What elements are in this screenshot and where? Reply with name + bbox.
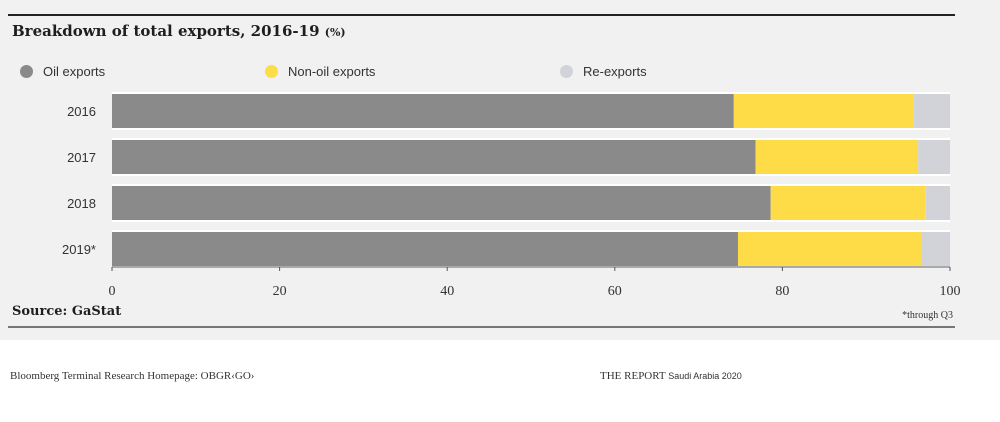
x-tick-label: 40 — [440, 284, 454, 299]
bar-2017-re-exports — [918, 140, 950, 174]
bar-2016-oil-exports — [112, 94, 734, 128]
bar-2019-oil-exports — [112, 232, 738, 266]
stacked-bar-chart: 2016 2017 2018 2019* 0 20 40 60 80 100 — [62, 92, 961, 299]
bar-2016-non-oil-exports — [733, 94, 914, 128]
chart-title-text: Breakdown of total exports, 2016-19 — [12, 22, 320, 40]
chart-title: Breakdown of total exports, 2016-19 (%) — [12, 22, 346, 40]
bar-2018-re-exports — [925, 186, 950, 220]
footnote: *through Q3 — [902, 310, 953, 321]
legend-oil-exports: Oil exports — [20, 64, 105, 79]
x-tick-label: 80 — [775, 284, 789, 299]
legend-non-oil-swatch — [265, 65, 278, 78]
legend-non-oil-label: Non-oil exports — [288, 64, 376, 79]
footer-report-edition: Saudi Arabia 2020 — [668, 371, 742, 381]
bar-2018-oil-exports — [112, 186, 771, 220]
legend-non-oil-exports: Non-oil exports — [265, 64, 375, 79]
x-tick-label: 100 — [940, 284, 961, 299]
category-label: 2019* — [62, 242, 96, 257]
bar-2016-re-exports — [913, 94, 950, 128]
source-note: Source: GaStat — [12, 304, 122, 319]
footer-bloomberg: Bloomberg Terminal Research Homepage: OB… — [10, 370, 255, 382]
bar-2019-non-oil-exports — [737, 232, 922, 266]
bar-2019-re-exports — [921, 232, 950, 266]
legend-re-exports-swatch — [560, 65, 573, 78]
bottom-rule — [8, 326, 955, 328]
top-rule — [8, 14, 955, 16]
category-label: 2018 — [67, 196, 96, 211]
legend-re-exports: Re-exports — [560, 64, 647, 79]
bar-2018-non-oil-exports — [770, 186, 926, 220]
x-tick-label: 20 — [273, 284, 287, 299]
legend-re-exports-label: Re-exports — [583, 64, 647, 79]
footer-report: THE REPORT Saudi Arabia 2020 — [600, 370, 742, 382]
legend-oil-swatch — [20, 65, 33, 78]
category-label: 2017 — [67, 150, 96, 165]
x-tick-label: 60 — [608, 284, 622, 299]
category-label: 2016 — [67, 104, 96, 119]
legend-oil-label: Oil exports — [43, 64, 106, 79]
x-tick-label: 0 — [109, 284, 116, 299]
bar-2017-non-oil-exports — [755, 140, 919, 174]
chart-title-unit: (%) — [324, 26, 346, 39]
footer-report-title: THE REPORT — [600, 370, 666, 382]
bar-2017-oil-exports — [112, 140, 756, 174]
